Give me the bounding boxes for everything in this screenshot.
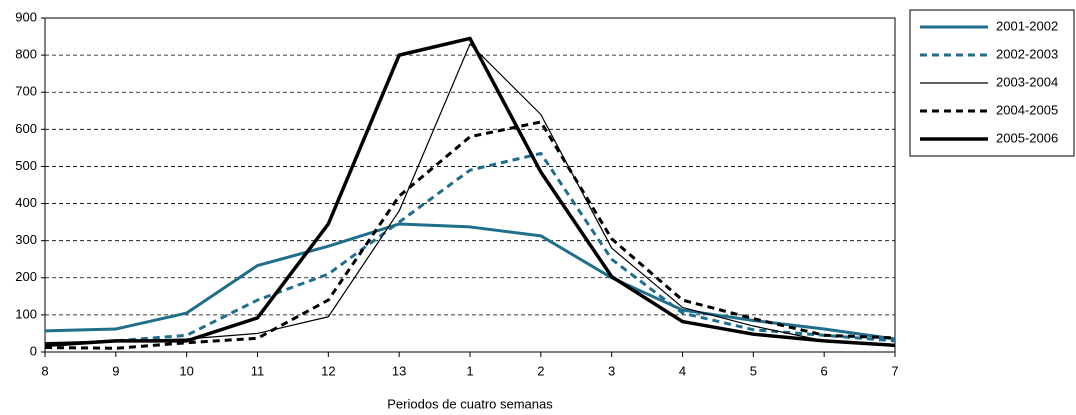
x-tick-label: 3 <box>608 363 615 378</box>
y-tick-label: 100 <box>15 306 37 321</box>
x-tick-label: 2 <box>537 363 544 378</box>
x-tick-label: 5 <box>750 363 757 378</box>
y-tick-label: 300 <box>15 232 37 247</box>
y-tick-label: 900 <box>15 9 37 24</box>
x-axis-label: Periodos de cuatro semanas <box>387 396 553 411</box>
y-tick-label: 800 <box>15 47 37 62</box>
plot-frame <box>44 17 896 353</box>
series-line <box>44 36 896 348</box>
y-tick-label: 0 <box>30 343 37 358</box>
series-line <box>44 151 896 347</box>
x-tick-label: 9 <box>112 363 119 378</box>
x-tick-label: 1 <box>466 363 473 378</box>
legend-label: 2002-2003 <box>996 46 1058 61</box>
legend-label: 2001-2002 <box>996 18 1058 33</box>
x-tick-label: 8 <box>41 363 48 378</box>
y-tick-label: 700 <box>15 84 37 99</box>
series-line <box>44 222 896 341</box>
x-tick-label: 13 <box>392 363 406 378</box>
x-tick-label: 6 <box>821 363 828 378</box>
x-tick-label: 10 <box>179 363 193 378</box>
x-tick-label: 7 <box>891 363 898 378</box>
series-line <box>44 120 896 350</box>
legend-label: 2005-2006 <box>996 130 1058 145</box>
x-tick-label: 12 <box>321 363 335 378</box>
y-tick-label: 500 <box>15 158 37 173</box>
y-tick-label: 200 <box>15 269 37 284</box>
legend-label: 2004-2005 <box>996 102 1058 117</box>
y-tick-label: 600 <box>15 121 37 136</box>
y-tick-label: 400 <box>15 195 37 210</box>
x-tick-label: 4 <box>679 363 686 378</box>
series-line <box>44 43 896 346</box>
legend-label: 2003-2004 <box>996 74 1058 89</box>
x-tick-label: 11 <box>251 363 265 378</box>
